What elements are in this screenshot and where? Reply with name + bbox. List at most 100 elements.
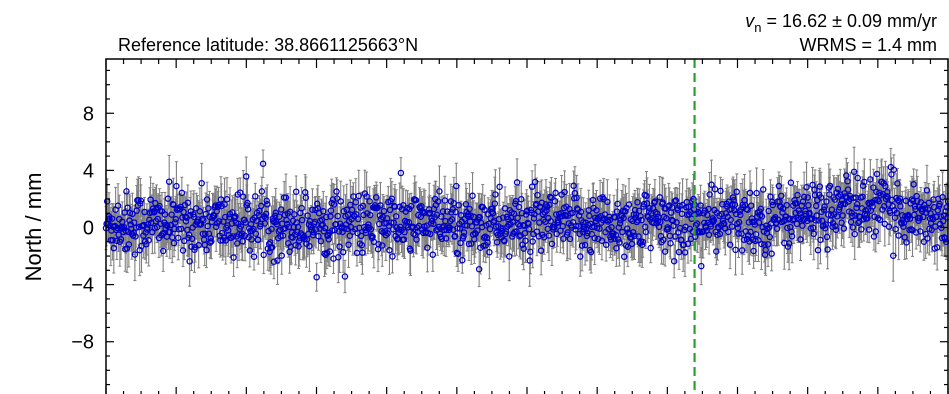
data-point: [144, 224, 151, 231]
data-point: [206, 239, 214, 246]
data-point: [397, 223, 404, 231]
data-point: [491, 200, 499, 207]
data-point: [161, 211, 169, 218]
data-point: [246, 247, 254, 254]
data-point: [230, 254, 237, 261]
data-point: [159, 247, 167, 255]
data-point: [327, 213, 334, 220]
data-point: [366, 211, 374, 219]
data-point: [519, 241, 526, 248]
data-point: [346, 232, 354, 240]
data-point: [345, 241, 352, 249]
data-point: [242, 219, 249, 226]
data-point: [553, 230, 561, 238]
data-point: [560, 235, 567, 242]
data-point: [215, 218, 223, 225]
data-point: [172, 215, 180, 223]
data-point: [552, 189, 559, 197]
data-point: [312, 226, 320, 233]
data-point: [377, 215, 385, 223]
data-point: [466, 205, 473, 213]
data-point: [547, 218, 555, 225]
data-point: [237, 223, 245, 230]
data-point: [123, 188, 130, 195]
data-point: [337, 198, 344, 205]
data-point: [456, 225, 464, 232]
data-point: [276, 226, 284, 234]
data-point: [276, 213, 283, 220]
data-point: [195, 241, 202, 249]
data-point: [434, 198, 442, 205]
data-point: [501, 237, 508, 245]
y-tick-labels: 8 4 0 −4 −8: [71, 103, 94, 353]
data-point: [207, 235, 214, 242]
data-point: [486, 225, 494, 233]
data-point: [548, 194, 555, 202]
data-point: [258, 188, 266, 195]
data-point: [252, 193, 259, 200]
data-point: [185, 234, 192, 242]
data-point: [448, 209, 455, 216]
data-point: [389, 253, 396, 260]
data-point: [327, 207, 335, 214]
data-point: [383, 215, 391, 222]
data-point: [412, 196, 420, 204]
data-point: [527, 206, 535, 214]
data-points: [102, 160, 949, 281]
data-point: [468, 223, 476, 230]
data-point: [514, 214, 521, 222]
data-point: [334, 212, 341, 220]
data-point: [279, 232, 287, 239]
data-point: [486, 248, 493, 256]
data-point: [429, 251, 437, 258]
data-point: [174, 234, 182, 242]
data-point: [203, 196, 211, 203]
data-point: [326, 248, 334, 255]
data-point: [131, 251, 139, 258]
data-point: [228, 220, 236, 227]
data-point: [124, 204, 131, 212]
data-point: [359, 249, 366, 256]
data-point: [182, 218, 190, 225]
data-point: [512, 197, 520, 205]
data-point: [386, 246, 393, 254]
data-point: [255, 236, 262, 243]
data-point: [518, 195, 525, 203]
data-point: [469, 192, 476, 200]
data-point: [548, 240, 556, 248]
data-point: [566, 235, 574, 243]
data-point: [132, 233, 139, 240]
data-point: [460, 229, 468, 236]
data-point: [241, 232, 249, 239]
data-point: [344, 225, 351, 233]
data-point: [129, 210, 136, 218]
data-point: [436, 188, 443, 195]
data-point: [199, 215, 206, 223]
data-point: [110, 244, 118, 252]
data-point: [546, 201, 553, 209]
data-point: [171, 219, 179, 226]
data-point: [222, 237, 230, 244]
data-point: [559, 222, 567, 230]
y-tick-label: 8: [83, 103, 94, 125]
data-point: [442, 235, 450, 242]
data-point: [137, 200, 144, 207]
data-point: [307, 223, 314, 231]
data-point: [484, 239, 491, 246]
data-point: [526, 257, 533, 264]
data-point: [455, 201, 462, 209]
data-point: [217, 196, 225, 203]
data-point: [250, 253, 258, 260]
data-point: [171, 225, 178, 233]
data-point: [372, 194, 380, 201]
data-point: [354, 215, 362, 223]
data-point: [170, 239, 178, 247]
data-point: [528, 183, 536, 190]
data-point: [512, 200, 519, 208]
data-point: [520, 245, 527, 252]
data-point: [315, 232, 322, 240]
data-point: [147, 196, 154, 203]
data-point: [531, 178, 539, 186]
data-point: [388, 195, 396, 203]
data-point: [390, 219, 397, 226]
